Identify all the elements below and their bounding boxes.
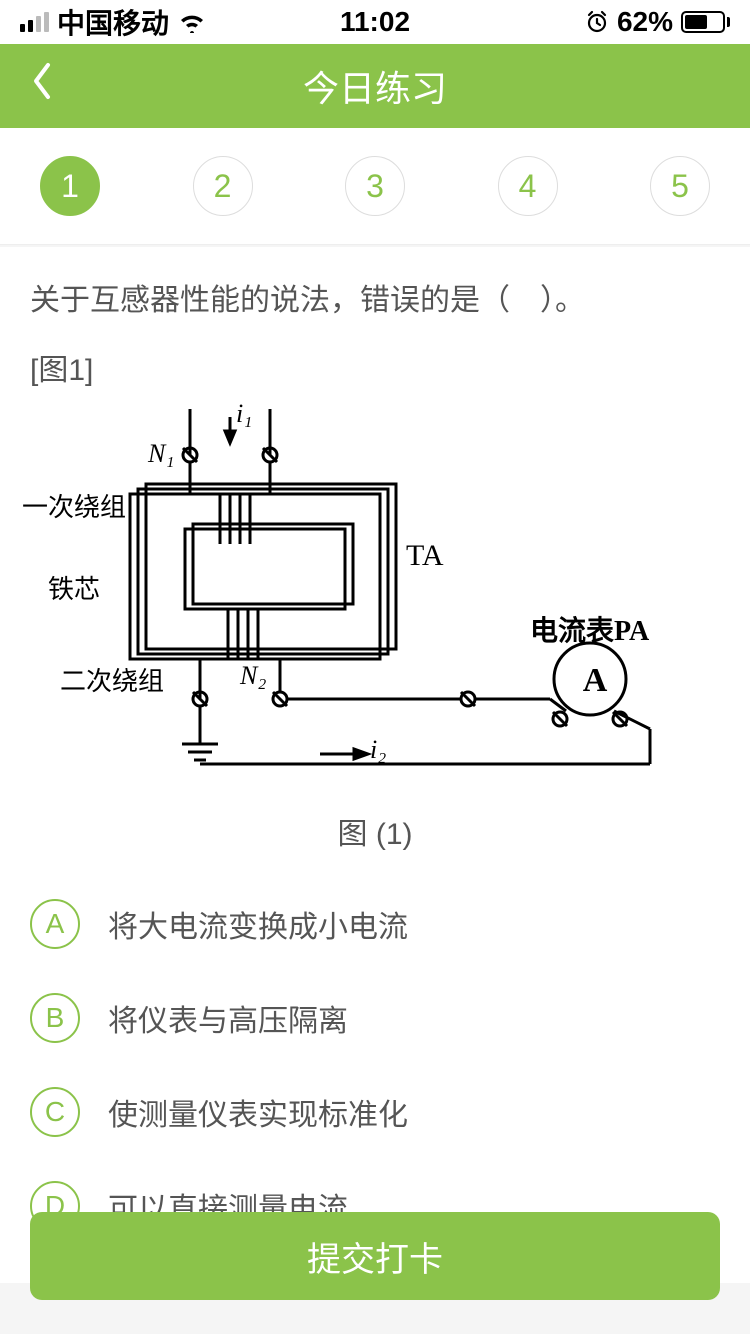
option-letter: B xyxy=(30,993,80,1043)
option-b[interactable]: B 将仪表与高压隔离 xyxy=(30,971,720,1065)
question-content: 关于互感器性能的说法，错误的是（ ）。 [图1] xyxy=(0,247,750,1283)
diag-i2: i₂ xyxy=(370,735,386,765)
status-left: 中国移动 xyxy=(20,2,207,42)
figure-ref: [图1] xyxy=(30,345,720,389)
question-tab-4[interactable]: 4 xyxy=(498,156,558,216)
question-text: 关于互感器性能的说法，错误的是（ ）。 xyxy=(30,277,720,325)
option-letter: C xyxy=(30,1087,80,1137)
battery-icon xyxy=(681,11,730,33)
question-tab-5[interactable]: 5 xyxy=(650,156,710,216)
submit-label: 提交打卡 xyxy=(307,1232,443,1281)
option-text: 将仪表与高压隔离 xyxy=(108,996,348,1040)
transformer-diagram: A i₁ N₁ 一次绕组 铁芯 二次绕组 N₂ TA 电流表PA i₂ xyxy=(30,399,720,799)
diag-ta: TA xyxy=(406,539,444,573)
diag-n1: N₁ xyxy=(148,439,174,469)
alarm-icon xyxy=(585,10,609,34)
ammeter-text: A xyxy=(583,662,608,699)
signal-icon xyxy=(20,12,49,32)
question-tab-3[interactable]: 3 xyxy=(345,156,405,216)
chevron-left-icon xyxy=(30,61,52,101)
option-text: 使测量仪表实现标准化 xyxy=(108,1090,408,1134)
option-c[interactable]: C 使测量仪表实现标准化 xyxy=(30,1065,720,1159)
page-title: 今日练习 xyxy=(303,60,447,112)
nav-bar: 今日练习 xyxy=(0,44,750,128)
status-bar: 中国移动 11:02 62% xyxy=(0,0,750,44)
submit-button[interactable]: 提交打卡 xyxy=(30,1212,720,1300)
back-button[interactable] xyxy=(30,61,52,112)
status-right: 62% xyxy=(585,6,730,38)
status-time: 11:02 xyxy=(340,6,410,38)
question-tabs: 1 2 3 4 5 xyxy=(0,128,750,245)
diag-ammeter-label: 电流表PA xyxy=(530,609,649,649)
diag-core: 铁芯 xyxy=(48,569,100,606)
diag-n2: N₂ xyxy=(240,661,266,691)
question-tab-1[interactable]: 1 xyxy=(40,156,100,216)
option-a[interactable]: A 将大电流变换成小电流 xyxy=(30,877,720,971)
diag-primary: 一次绕组 xyxy=(22,487,126,524)
option-letter: A xyxy=(30,899,80,949)
figure-caption: 图 (1) xyxy=(30,809,720,853)
battery-pct: 62% xyxy=(617,6,673,38)
carrier-label: 中国移动 xyxy=(57,2,169,42)
diag-secondary: 二次绕组 xyxy=(60,661,164,698)
question-tab-2[interactable]: 2 xyxy=(193,156,253,216)
options-list: A将大电流变换成小电流B将仪表与高压隔离C使测量仪表实现标准化D可以直接测量电流 xyxy=(30,877,720,1253)
diag-i1: i₁ xyxy=(236,399,252,429)
option-text: 将大电流变换成小电流 xyxy=(108,902,408,946)
wifi-icon xyxy=(177,11,207,33)
